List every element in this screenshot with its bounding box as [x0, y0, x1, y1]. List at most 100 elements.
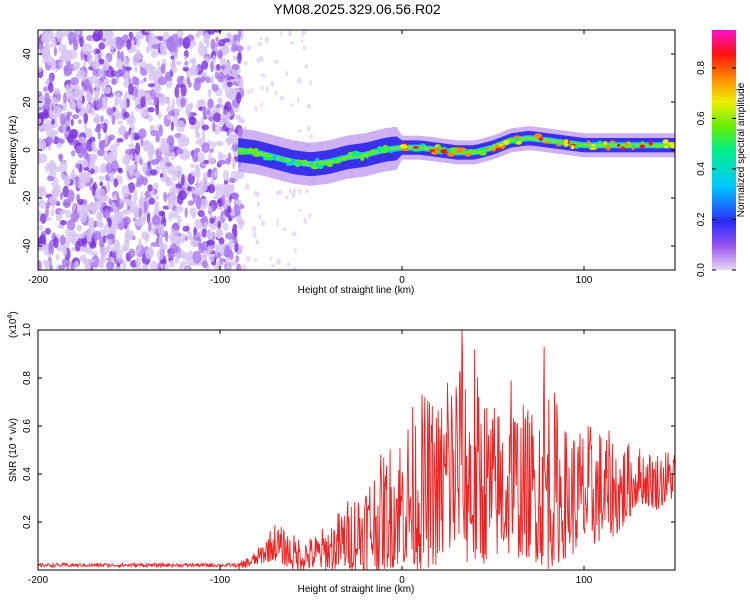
noise-speckle — [67, 31, 76, 44]
colorbar: 0.0 0.2 0.4 0.6 0.8 Normalized spectral ampl… — [696, 30, 747, 277]
noise-speckle — [129, 153, 134, 161]
noise-speckle — [119, 198, 124, 204]
noise-speckle — [170, 55, 175, 60]
noise-speckle — [223, 258, 227, 264]
noise-speckle — [213, 170, 218, 178]
noise-speckle — [228, 238, 234, 251]
noise-speckle — [144, 249, 154, 260]
noise-speckle — [259, 55, 264, 63]
noise-speckle — [76, 96, 82, 110]
noise-speckle — [38, 112, 47, 119]
colorbar-scale — [712, 30, 736, 270]
noise-speckle — [63, 66, 73, 77]
noise-speckle — [224, 115, 229, 127]
noise-speckle — [59, 138, 65, 144]
noise-speckle — [83, 112, 89, 124]
noise-speckle — [115, 36, 123, 42]
noise-speckle — [211, 141, 216, 149]
noise-speckle — [191, 57, 197, 66]
noise-speckle — [80, 49, 84, 61]
noise-speckle — [207, 98, 214, 110]
ridge-blob — [511, 141, 517, 144]
noise-speckle — [171, 65, 178, 74]
ridge-blob — [513, 135, 521, 139]
noise-speckle — [203, 32, 211, 45]
noise-speckle — [285, 195, 289, 200]
noise-speckle — [222, 78, 228, 90]
noise-speckle — [127, 205, 131, 210]
ridge-blob — [347, 151, 353, 155]
noise-speckle — [113, 178, 119, 188]
colorbar-ticks: 0.0 0.2 0.4 0.6 0.8 — [696, 61, 736, 277]
ridge-blob — [412, 146, 420, 149]
noise-speckle — [92, 250, 98, 257]
noise-speckle — [59, 234, 66, 246]
noise-speckle — [135, 248, 140, 255]
noise-speckle — [63, 92, 67, 104]
noise-speckle — [140, 96, 146, 108]
noise-speckle — [185, 105, 191, 117]
noise-speckle — [124, 72, 128, 84]
noise-speckle — [155, 103, 159, 116]
noise-speckle — [70, 211, 79, 223]
noise-speckle — [150, 124, 156, 131]
noise-speckle — [166, 96, 171, 107]
noise-speckle — [105, 181, 111, 193]
noise-speckle — [115, 248, 123, 261]
noise-speckle — [71, 168, 75, 179]
noise-speckle — [212, 195, 220, 200]
noise-speckle — [292, 188, 297, 193]
noise-speckle — [194, 218, 202, 230]
noise-speckle — [226, 205, 232, 214]
noise-speckle — [78, 210, 87, 224]
spectrogram-xlabel: Height of straight line (km) — [298, 285, 415, 296]
ridge-blob — [586, 140, 591, 145]
noise-speckle — [122, 63, 126, 76]
noise-speckle — [95, 48, 101, 54]
noise-speckle — [243, 60, 248, 66]
noise-speckle — [44, 136, 54, 145]
ridge-blob — [590, 144, 596, 147]
colorbar-label: Normalized spectral amplitude — [736, 82, 747, 217]
spectrogram-ylabel: Frequency (Hz) — [8, 116, 19, 185]
noise-speckle — [173, 108, 181, 114]
ridge-blob — [272, 154, 277, 160]
noise-speckle — [302, 45, 306, 51]
noise-speckle — [168, 259, 176, 268]
noise-speckle — [78, 136, 87, 144]
noise-speckle — [182, 67, 189, 72]
noise-speckle — [159, 42, 167, 56]
ridge-blob — [640, 140, 645, 146]
noise-speckle — [216, 63, 221, 71]
ridge-blob — [664, 145, 669, 149]
noise-speckle — [128, 248, 136, 258]
ridge-blob — [314, 158, 320, 163]
noise-speckle — [59, 160, 68, 173]
noise-speckle — [176, 148, 184, 155]
spectrogram-ytick-label: 40 — [22, 48, 33, 60]
noise-speckle — [232, 135, 238, 145]
noise-speckle — [58, 210, 66, 215]
noise-speckle — [123, 66, 132, 71]
noise-speckle — [96, 210, 103, 222]
noise-speckle — [290, 41, 295, 45]
noise-speckle — [64, 55, 69, 63]
ridge-blob — [311, 165, 319, 170]
chart-title: YM08.2025.329.06.56.R02 — [273, 1, 441, 17]
noise-speckle — [95, 78, 101, 92]
noise-speckle — [228, 177, 236, 183]
noise-speckle — [197, 210, 205, 218]
noise-speckle — [123, 208, 129, 215]
noise-speckle — [86, 171, 92, 181]
noise-speckle — [107, 238, 112, 249]
noise-speckle — [135, 142, 141, 156]
ridge-blob — [279, 157, 285, 161]
noise-speckle — [145, 46, 150, 53]
ridge-blob — [381, 150, 388, 154]
noise-speckle — [48, 109, 52, 118]
noise-speckle — [224, 85, 233, 99]
noise-speckle — [133, 266, 143, 270]
noise-speckle — [67, 189, 75, 203]
ridge-blob — [570, 144, 575, 150]
